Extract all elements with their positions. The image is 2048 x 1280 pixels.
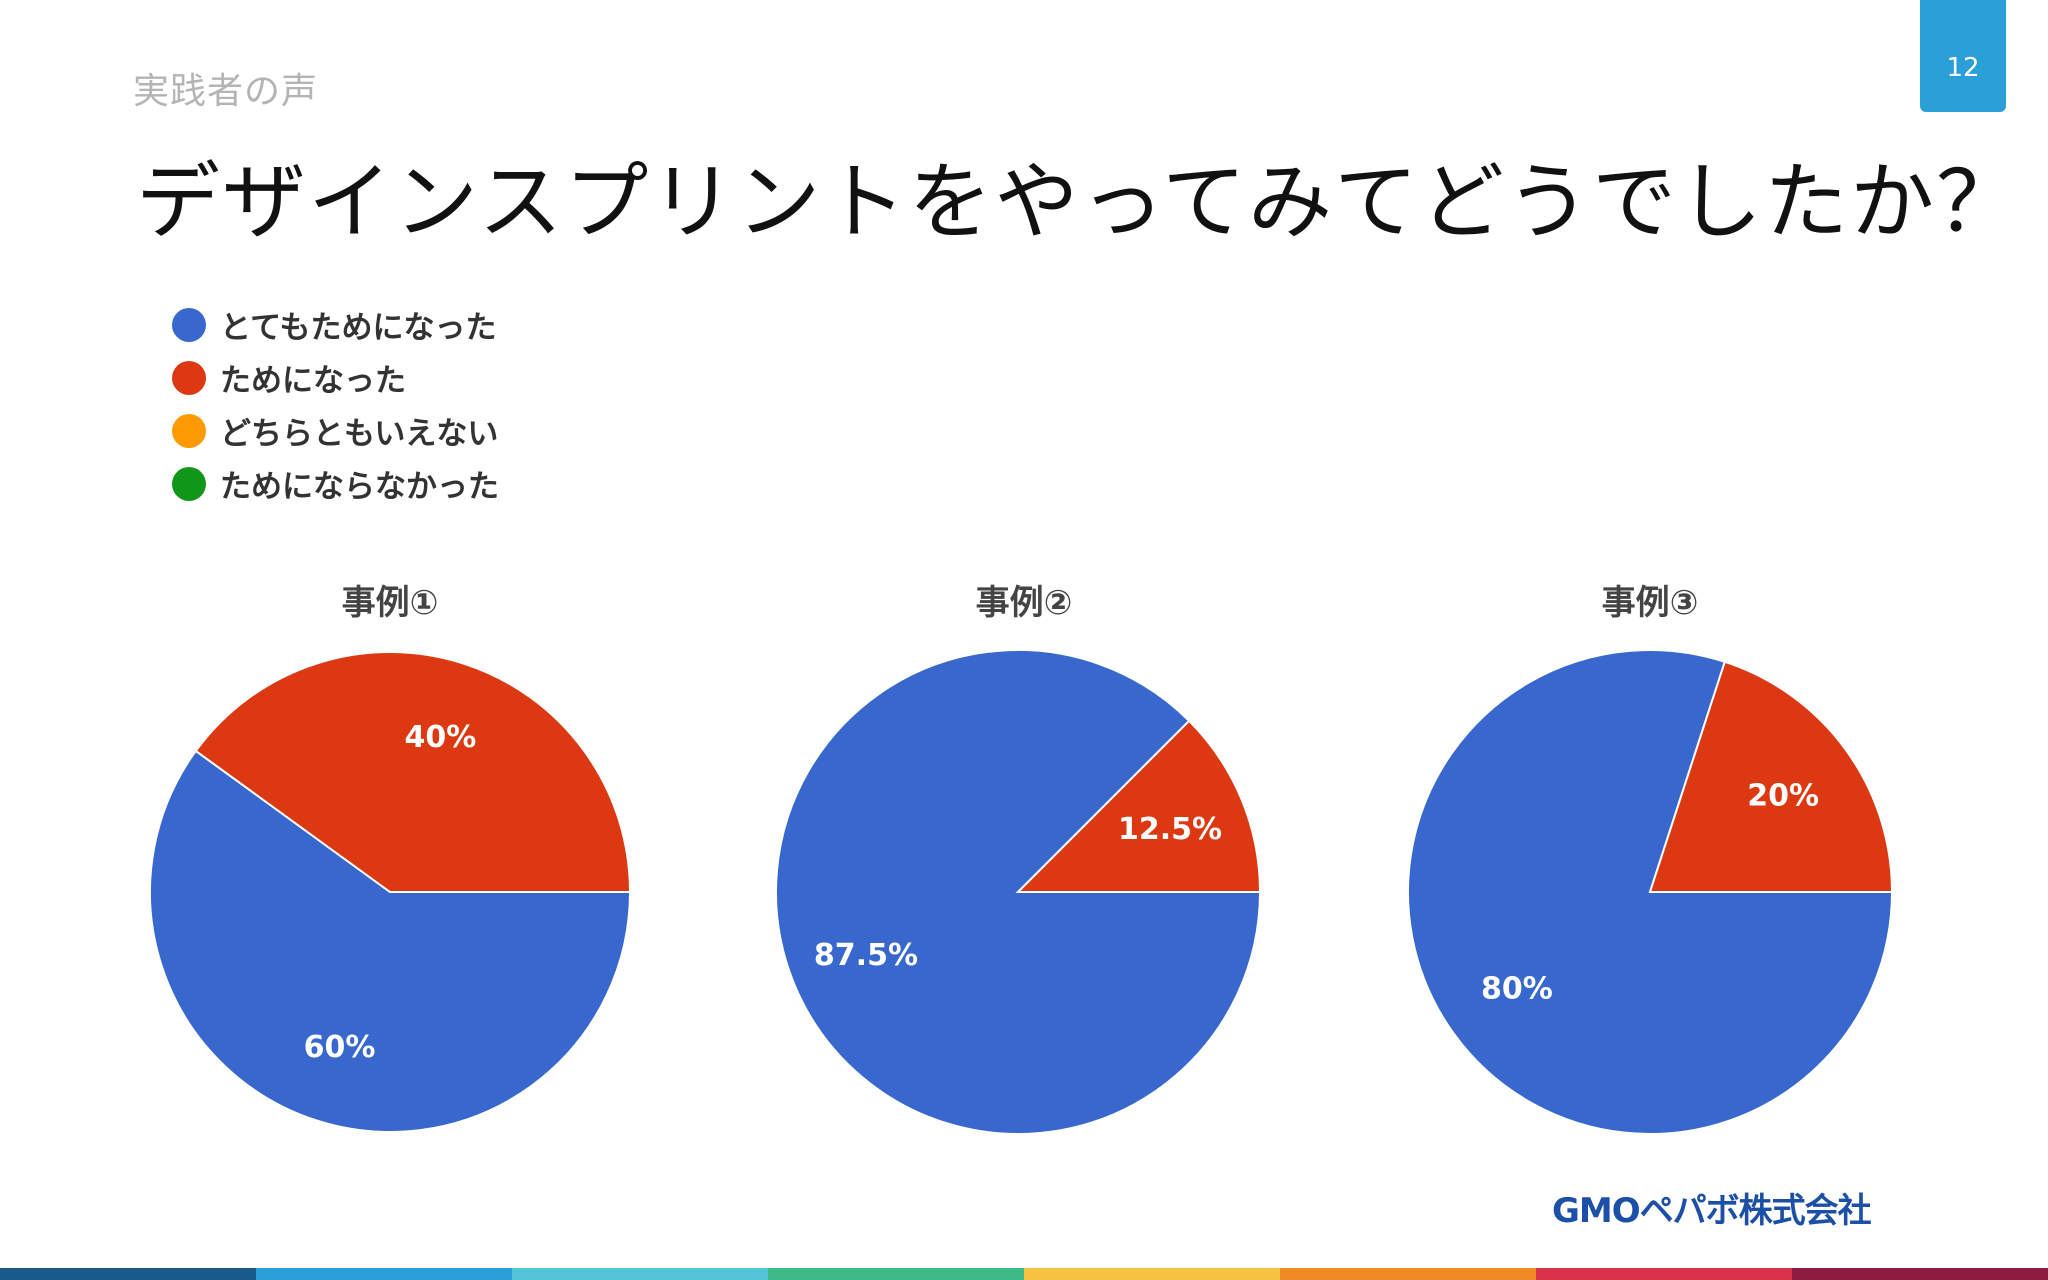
slide-title: デザインスプリントをやってみてどうでしたか？ <box>136 153 2023 251</box>
pie-1-slice-2 <box>194 651 632 893</box>
legend-dot-red-icon <box>172 360 206 395</box>
footer-stripe-segment <box>1792 1268 2048 1280</box>
pie-3-label-1: 80% <box>1481 972 1553 1007</box>
section-label: 実践者の声 <box>133 71 319 112</box>
legend-label: どちらともいえない <box>220 416 499 452</box>
pie-title-case-2: 事例② <box>975 583 1073 623</box>
footer-stripe-segment <box>1536 1268 1792 1280</box>
pie-1-label-1: 60% <box>304 1030 376 1065</box>
pie-2-slice-2 <box>1015 719 1262 893</box>
legend-dot-orange-icon <box>172 413 206 448</box>
pie-3-slice-1 <box>1407 649 1894 1135</box>
pie-2-label-2: 12.5% <box>1118 812 1222 847</box>
pie-1-label-2: 40% <box>405 720 477 755</box>
pie-title-case-3: 事例③ <box>1601 583 1699 623</box>
footer-stripe-segment <box>256 1268 512 1280</box>
legend-item: ためになった <box>172 351 499 404</box>
chart-legend: とてもためになった ためになった どちらともいえない ためにならなかった <box>172 298 499 510</box>
pie-title-case-1: 事例① <box>341 583 439 623</box>
legend-label: ためになった <box>220 363 406 399</box>
legend-label: ためにならなかった <box>220 469 499 505</box>
legend-dot-green-icon <box>172 466 206 501</box>
pie-1-slice-1 <box>149 749 632 1133</box>
footer-color-stripe <box>0 1268 2048 1280</box>
page-number-badge: 12 <box>1920 0 2006 112</box>
footer-stripe-segment <box>1280 1268 1536 1280</box>
legend-dot-blue-icon <box>172 307 206 342</box>
pie-3-label-2: 20% <box>1747 778 1819 813</box>
footer-stripe-segment <box>512 1268 768 1280</box>
pie-3-slice-2 <box>1648 660 1894 893</box>
gmo-pepabo-logo: GMOペパボ株式会社 <box>1552 1191 1872 1231</box>
footer-stripe-segment <box>768 1268 1024 1280</box>
pie-2-label-1: 87.5% <box>814 938 918 973</box>
footer-stripe-segment <box>0 1268 256 1280</box>
legend-label: とてもためになった <box>220 310 497 346</box>
legend-item: とてもためになった <box>172 298 499 351</box>
legend-item: ためにならなかった <box>172 457 499 510</box>
footer-stripe-segment <box>1024 1268 1280 1280</box>
legend-item: どちらともいえない <box>172 404 499 457</box>
